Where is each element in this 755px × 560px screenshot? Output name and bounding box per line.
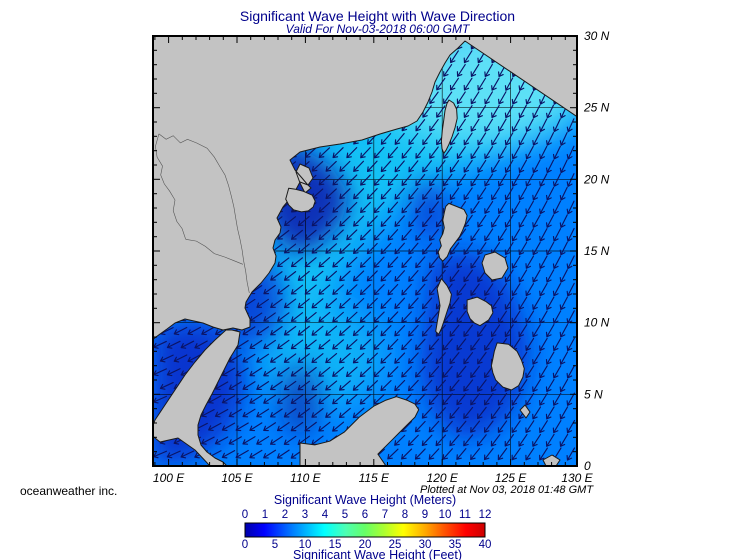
svg-text:105 E: 105 E: [221, 471, 253, 485]
svg-text:4: 4: [322, 509, 329, 521]
svg-text:8: 8: [402, 509, 408, 521]
svg-text:130 E: 130 E: [561, 471, 593, 485]
svg-text:6: 6: [362, 509, 368, 521]
svg-text:7: 7: [382, 509, 388, 521]
svg-text:110 E: 110 E: [290, 471, 321, 485]
svg-text:Significant Wave Height (Meter: Significant Wave Height (Meters): [274, 493, 456, 507]
svg-text:2: 2: [282, 509, 288, 521]
svg-text:9: 9: [422, 509, 428, 521]
svg-text:120 E: 120 E: [427, 471, 459, 485]
svg-text:115 E: 115 E: [359, 471, 390, 485]
svg-text:5 N: 5 N: [584, 387, 603, 401]
svg-text:5: 5: [342, 509, 348, 521]
svg-text:10: 10: [439, 509, 452, 521]
svg-text:11: 11: [459, 509, 471, 521]
svg-text:20 N: 20 N: [583, 172, 610, 186]
svg-text:30 N: 30 N: [584, 29, 610, 43]
svg-text:25 N: 25 N: [583, 101, 610, 115]
svg-text:15 N: 15 N: [584, 244, 610, 258]
svg-text:3: 3: [302, 509, 308, 521]
svg-text:0: 0: [242, 509, 248, 521]
svg-text:100 E: 100 E: [153, 471, 185, 485]
svg-text:12: 12: [479, 509, 492, 521]
svg-text:0: 0: [584, 459, 591, 473]
svg-text:125 E: 125 E: [495, 471, 527, 485]
svg-text:1: 1: [262, 509, 268, 521]
svg-text:10 N: 10 N: [584, 316, 610, 330]
